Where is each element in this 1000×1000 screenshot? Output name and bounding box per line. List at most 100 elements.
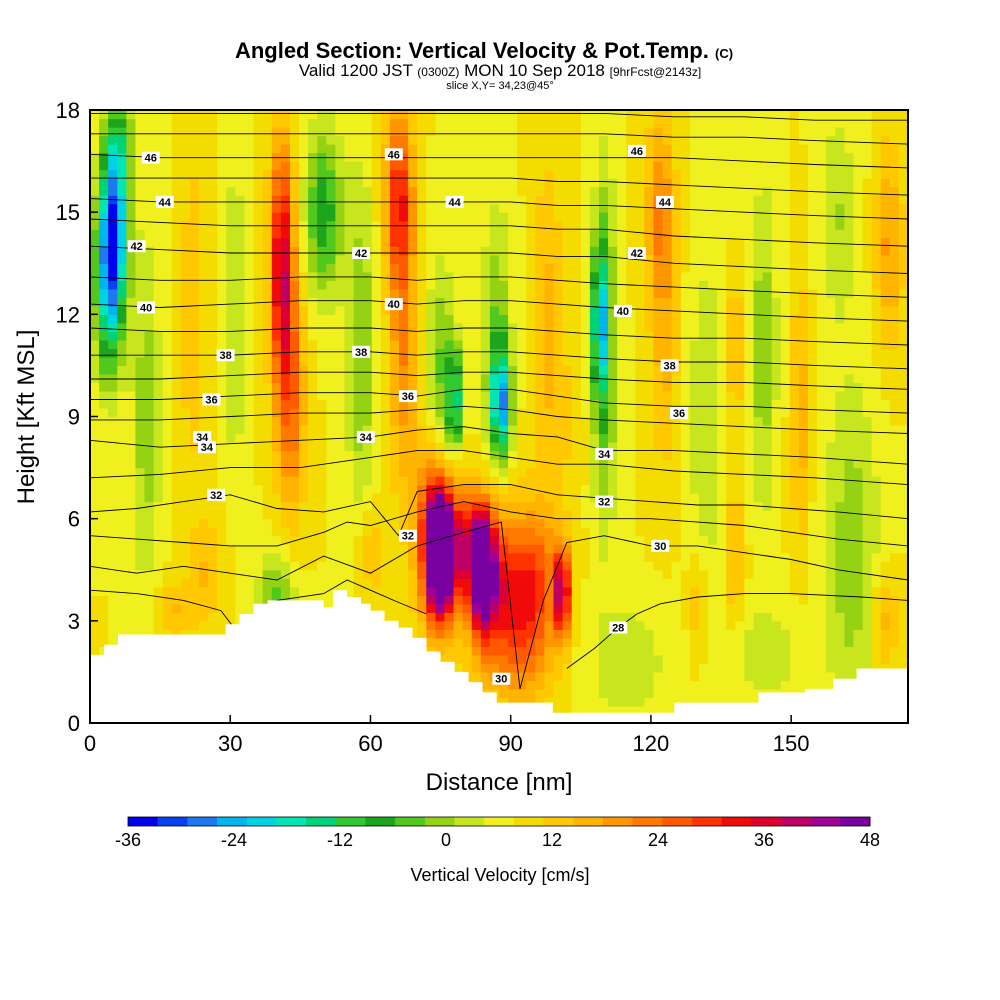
velocity-cell [653,254,664,264]
velocity-cell [144,467,155,477]
velocity-cell [553,407,564,418]
velocity-cell [517,697,527,707]
velocity-cell [208,195,218,205]
velocity-cell [208,263,218,273]
velocity-cell [508,416,518,426]
velocity-cell [598,688,609,699]
velocity-cell [544,390,555,401]
velocity-cell [689,680,700,690]
velocity-cell [353,186,364,196]
velocity-cell [299,118,309,128]
velocity-cell [553,297,564,307]
velocity-cell [598,510,609,520]
velocity-cell [626,705,636,716]
velocity-cell [571,237,582,247]
velocity-cell [708,356,718,367]
velocity-cell [717,620,727,630]
velocity-cell [162,135,173,145]
velocity-cell [326,297,336,307]
velocity-cell [589,697,600,707]
velocity-cell [562,501,573,511]
velocity-cell [653,578,664,588]
velocity-cell [626,688,636,699]
velocity-cell [371,544,382,554]
velocity-cell [598,169,609,179]
velocity-cell [144,382,155,392]
velocity-cell [389,450,400,460]
velocity-cell [708,450,718,460]
velocity-cell [189,501,200,511]
velocity-cell [562,331,573,341]
velocity-cell [271,569,282,579]
velocity-cell [553,237,564,247]
velocity-cell [635,237,646,247]
velocity-cell [135,212,146,222]
velocity-cell [126,373,137,384]
velocity-cell [471,493,482,503]
velocity-cell [562,212,573,222]
velocity-cell [371,552,382,562]
velocity-cell [371,578,382,588]
velocity-cell [462,178,473,188]
velocity-cell [144,373,155,384]
velocity-cell [344,578,355,588]
velocity-cell [426,407,436,418]
velocity-cell [526,331,536,341]
velocity-cell [371,229,382,239]
velocity-cell [480,416,491,426]
velocity-cell [698,297,709,307]
velocity-cell [462,152,473,162]
velocity-cell [680,425,691,435]
velocity-cell [462,271,473,281]
velocity-cell [526,586,536,596]
velocity-cell [644,654,655,664]
velocity-cell [271,314,282,324]
velocity-cell [271,450,282,460]
velocity-cell [671,144,682,154]
velocity-cell [344,467,355,477]
velocity-cell [399,459,409,469]
velocity-cell [471,152,482,162]
velocity-cell [480,212,491,222]
velocity-cell [271,220,282,230]
velocity-cell [580,203,591,213]
velocity-cell [117,476,127,486]
velocity-cell [708,493,718,503]
velocity-cell [571,127,582,137]
velocity-cell [289,195,300,205]
velocity-cell [344,459,355,469]
velocity-cell [571,297,582,307]
velocity-cell [480,127,491,137]
velocity-cell [371,186,382,196]
velocity-cell [535,237,546,247]
velocity-cell [199,578,209,588]
velocity-cell [544,671,555,682]
velocity-cell [171,161,182,171]
velocity-cell [299,390,309,401]
velocity-cell [217,314,227,324]
velocity-cell [471,144,482,154]
velocity-cell [235,178,246,188]
velocity-cell [199,203,209,213]
velocity-cell [280,127,291,137]
velocity-cell [471,425,482,435]
velocity-cell [680,569,691,579]
velocity-cell [526,110,536,120]
velocity-cell [262,578,273,588]
velocity-cell [453,203,464,213]
velocity-cell [626,569,636,579]
velocity-cell [144,407,155,418]
velocity-cell [644,280,655,290]
velocity-cell [189,586,200,596]
velocity-cell [380,433,391,443]
velocity-cell [617,535,627,545]
velocity-cell [362,535,373,545]
velocity-cell [644,697,655,707]
velocity-cell [535,271,546,281]
velocity-cell [389,493,400,503]
velocity-cell [289,288,300,298]
velocity-cell [235,110,246,120]
velocity-cell [208,161,218,171]
velocity-cell [544,688,555,699]
velocity-cell [453,161,464,171]
